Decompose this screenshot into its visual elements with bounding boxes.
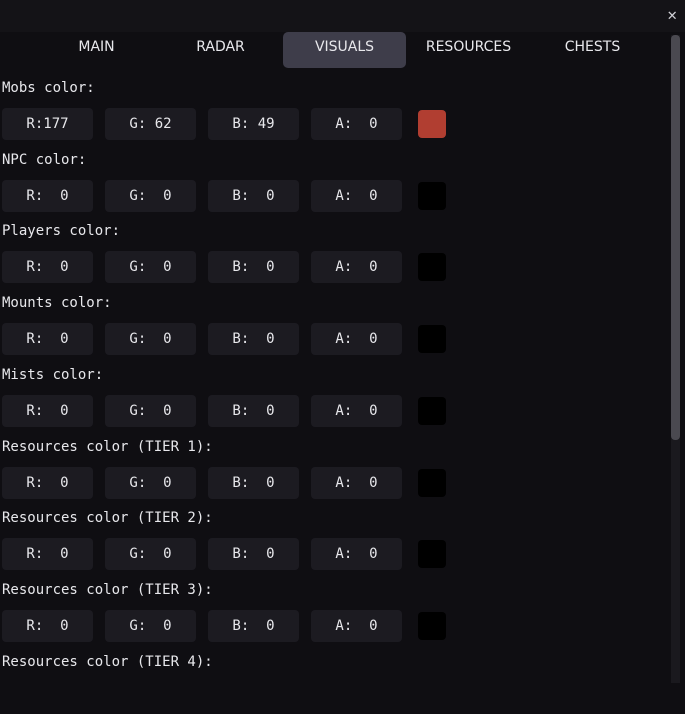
r-channel-input[interactable]: R: 0	[2, 251, 93, 284]
title-bar: ✕	[0, 0, 685, 32]
b-channel-input[interactable]: B: 0	[208, 323, 299, 356]
a-channel-input[interactable]: A: 0	[311, 466, 402, 499]
color-swatch[interactable]	[418, 253, 446, 282]
a-channel-input[interactable]: A: 0	[311, 394, 402, 427]
color-label: Mounts color:	[2, 295, 112, 312]
b-channel-input[interactable]: B: 0	[208, 466, 299, 499]
r-channel-input[interactable]: R: 0	[2, 394, 93, 427]
g-channel-input[interactable]: G: 0	[105, 466, 196, 499]
color-label: NPC color:	[2, 151, 87, 168]
color-group: Mists color: R: 0 G: 0 B: 0 A: 0	[0, 355, 665, 427]
color-swatch[interactable]	[418, 540, 446, 569]
g-channel-input[interactable]: G: 0	[105, 538, 196, 571]
r-channel-input[interactable]: R: 0	[2, 538, 93, 571]
color-swatch[interactable]	[418, 611, 446, 640]
g-channel-input[interactable]: G: 0	[105, 394, 196, 427]
b-channel-input[interactable]: B: 49	[208, 108, 299, 140]
b-channel-input[interactable]: B: 0	[208, 179, 299, 212]
color-label: Resources color (TIER 3):	[2, 581, 213, 598]
tab-chests[interactable]: CHESTS	[564, 39, 621, 55]
a-channel-input[interactable]: A: 0	[311, 323, 402, 356]
color-label: Mists color:	[2, 366, 104, 383]
r-channel-input[interactable]: R: 0	[2, 179, 93, 212]
a-channel-input[interactable]: A: 0	[311, 609, 402, 642]
color-label: Mobs color:	[2, 80, 95, 96]
color-label: Resources color (TIER 2):	[2, 510, 213, 527]
b-channel-input[interactable]: B: 0	[208, 394, 299, 427]
tab-main[interactable]: MAIN	[78, 39, 115, 55]
color-group: Resources color (TIER 4):	[0, 642, 665, 714]
a-channel-input[interactable]: A: 0	[311, 251, 402, 284]
color-label: Resources color (TIER 1):	[2, 438, 213, 455]
color-group: Players color: R: 0 G: 0 B: 0 A: 0	[0, 211, 665, 284]
b-channel-input[interactable]: B: 0	[208, 251, 299, 284]
r-channel-input[interactable]: R: 0	[2, 609, 93, 642]
g-channel-input[interactable]: G: 0	[105, 323, 196, 356]
b-channel-input[interactable]: B: 0	[208, 609, 299, 642]
a-channel-input[interactable]: A: 0	[311, 538, 402, 571]
color-label: Resources color (TIER 4):	[2, 653, 213, 670]
g-channel-input[interactable]: G: 0	[105, 179, 196, 212]
r-channel-input[interactable]: R: 0	[2, 466, 93, 499]
b-channel-input[interactable]: B: 0	[208, 538, 299, 571]
g-channel-input[interactable]: G: 0	[105, 251, 196, 284]
color-label: Players color:	[2, 223, 121, 240]
r-channel-input[interactable]: R: 0	[2, 323, 93, 356]
a-channel-input[interactable]: A: 0	[311, 108, 402, 140]
tab-bar: MAIN RADAR VISUALS RESOURCES CHESTS	[0, 32, 665, 68]
color-swatch[interactable]	[418, 110, 446, 138]
scrollbar[interactable]	[671, 35, 680, 683]
color-swatch[interactable]	[418, 325, 446, 354]
scrollbar-thumb[interactable]	[671, 35, 680, 440]
r-channel-input[interactable]: R:177	[2, 108, 93, 140]
a-channel-input[interactable]: A: 0	[311, 179, 402, 212]
color-group: Resources color (TIER 2): R: 0 G: 0 B: 0 A: …	[0, 498, 665, 571]
tab-visuals[interactable]: VISUALS	[283, 32, 406, 68]
color-group: Mounts color: R: 0 G: 0 B: 0 A: 0	[0, 283, 665, 356]
color-group: Resources color (TIER 3): R: 0 G: 0 B: 0 A: …	[0, 570, 665, 642]
color-group: Mobs color: R:177 G: 62 B: 49 A: 0	[0, 68, 665, 140]
color-swatch[interactable]	[418, 468, 446, 497]
tab-radar[interactable]: RADAR	[196, 39, 245, 55]
color-swatch[interactable]	[418, 181, 446, 210]
color-group: NPC color: R: 0 G: 0 B: 0 A: 0	[0, 140, 665, 212]
close-icon[interactable]: ✕	[667, 5, 677, 24]
g-channel-input[interactable]: G: 62	[105, 108, 196, 140]
color-swatch[interactable]	[418, 396, 446, 425]
g-channel-input[interactable]: G: 0	[105, 609, 196, 642]
tab-resources[interactable]: RESOURCES	[425, 39, 512, 55]
color-group: Resources color (TIER 1): R: 0 G: 0 B: 0 A: …	[0, 427, 665, 499]
